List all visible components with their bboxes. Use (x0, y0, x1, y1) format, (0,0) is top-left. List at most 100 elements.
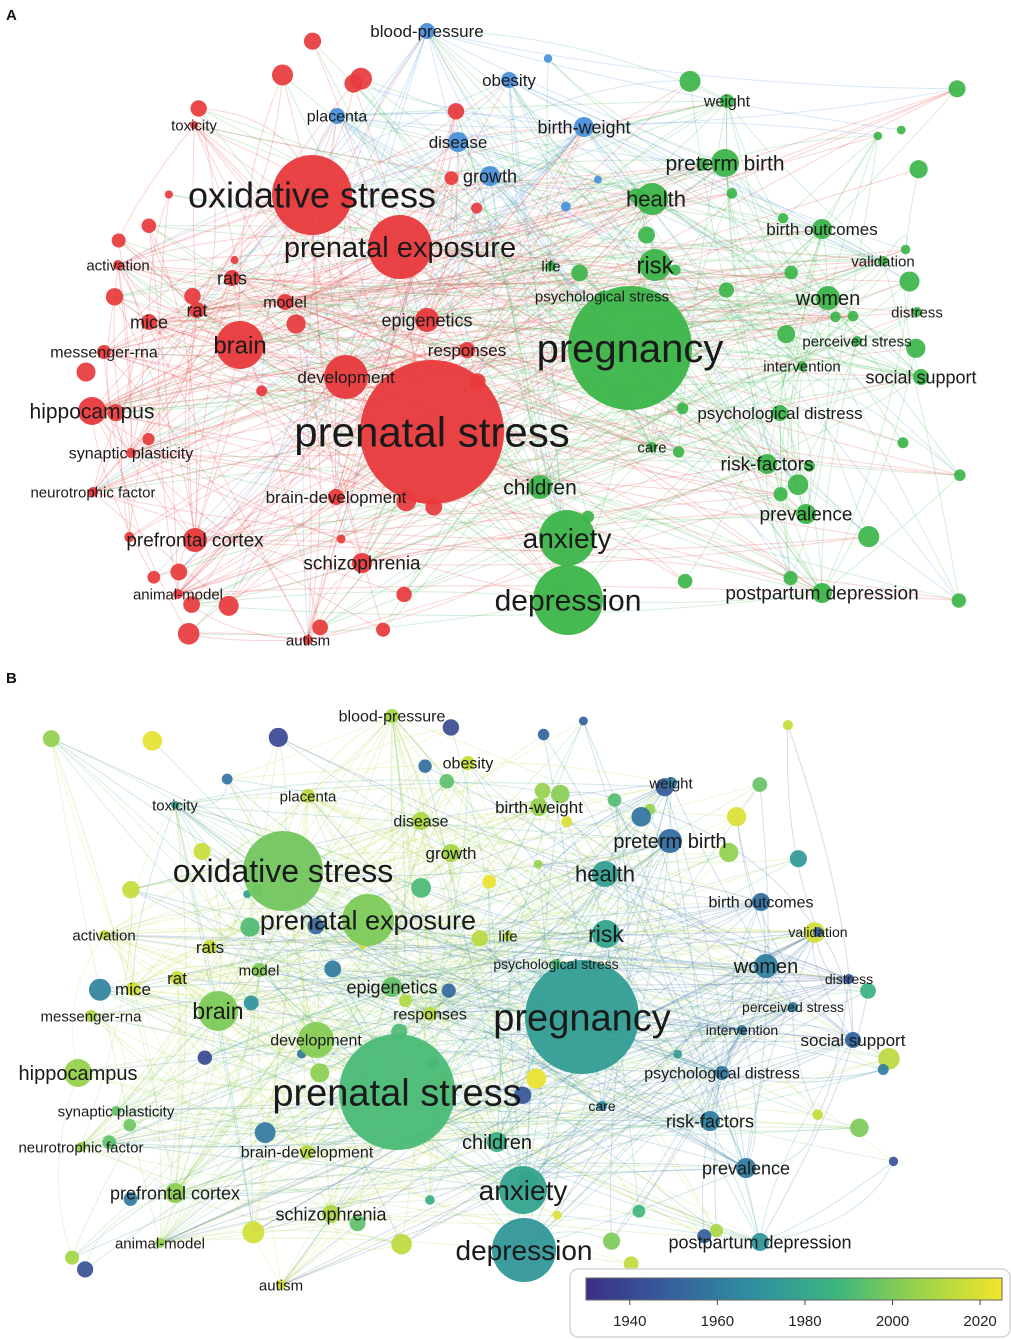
keyword-node-anxiety[interactable] (539, 510, 595, 566)
keyword-node-rats[interactable] (203, 940, 217, 954)
keyword-node-risk-factors[interactable] (700, 1111, 720, 1131)
keyword-node-brain[interactable] (216, 321, 264, 369)
keyword-node-birth-weight[interactable] (574, 117, 594, 137)
keyword-node-schizophrenia[interactable] (352, 553, 372, 573)
keyword-node-messenger-rna[interactable] (85, 1010, 97, 1022)
keyword-node-social-support[interactable] (913, 369, 929, 385)
keyword-node-placenta[interactable] (329, 108, 345, 124)
keyword-node-activation[interactable] (99, 930, 109, 940)
keyword-node-prenatal-stress[interactable] (339, 1034, 455, 1150)
keyword-node-animal-model[interactable] (173, 589, 183, 599)
keyword-node-psychological-distress[interactable] (772, 405, 788, 421)
keyword-node-health[interactable] (592, 861, 618, 887)
keyword-node-depression[interactable] (492, 1218, 556, 1282)
keyword-node-prevalence[interactable] (736, 1158, 756, 1178)
keyword-node-anxiety[interactable] (499, 1166, 547, 1214)
keyword-node-growth[interactable] (480, 166, 500, 186)
keyword-node-neurotrophic-factor[interactable] (76, 1142, 86, 1152)
keyword-node-intervention[interactable] (797, 361, 807, 371)
keyword-node-pregnancy[interactable] (568, 286, 692, 410)
keyword-node-perceived-stress[interactable] (788, 1002, 798, 1012)
keyword-node-obesity[interactable] (501, 72, 517, 88)
keyword-node-validation[interactable] (813, 927, 823, 937)
keyword-node-oxidative-stress[interactable] (243, 831, 323, 911)
keyword-node-care[interactable] (597, 1101, 607, 1111)
keyword-node-placenta[interactable] (301, 789, 315, 803)
keyword-node-psychological-stress[interactable] (597, 291, 607, 301)
keyword-node-pregnancy[interactable] (525, 960, 639, 1074)
keyword-node-toxicity[interactable] (190, 121, 198, 129)
keyword-node-risk-factors[interactable] (757, 454, 777, 474)
keyword-node-postpartum-depression[interactable] (751, 1233, 769, 1251)
keyword-node-synaptic-plasticity[interactable] (111, 1106, 121, 1116)
keyword-node-growth[interactable] (442, 844, 460, 862)
keyword-node-mice[interactable] (141, 314, 157, 330)
keyword-node-obesity[interactable] (461, 756, 475, 770)
keyword-node-autism[interactable] (303, 635, 313, 645)
keyword-node-validation[interactable] (878, 256, 888, 266)
keyword-node-hippocampus[interactable] (78, 397, 106, 425)
keyword-node-postpartum-depression[interactable] (812, 583, 832, 603)
keyword-node-women[interactable] (754, 954, 778, 978)
keyword-node-children[interactable] (528, 475, 552, 499)
keyword-node-weight[interactable] (665, 777, 677, 789)
keyword-node-animal-model[interactable] (155, 1238, 165, 1248)
keyword-node-epigenetics[interactable] (415, 308, 439, 332)
keyword-node-development[interactable] (324, 355, 368, 399)
keyword-node-birth-weight[interactable] (530, 798, 548, 816)
keyword-node-distress[interactable] (844, 974, 854, 984)
keyword-node-perceived-stress[interactable] (852, 336, 862, 346)
keyword-node-brain-development[interactable] (300, 1145, 314, 1159)
keyword-node-children[interactable] (487, 1132, 507, 1152)
keyword-node-prenatal-exposure[interactable] (368, 215, 432, 279)
keyword-node-blood-pressure[interactable] (385, 709, 399, 723)
keyword-node-prevalence[interactable] (796, 504, 816, 524)
keyword-node-responses[interactable] (423, 1007, 437, 1021)
keyword-node-women[interactable] (816, 286, 840, 310)
keyword-node-social-support[interactable] (845, 1032, 861, 1048)
keyword-node-disease[interactable] (448, 132, 468, 152)
keyword-node-responses[interactable] (459, 342, 475, 358)
keyword-node-brain-development[interactable] (328, 489, 344, 505)
keyword-node-toxicity[interactable] (171, 801, 179, 809)
keyword-node-rats[interactable] (224, 270, 240, 286)
keyword-node-rat[interactable] (189, 302, 205, 318)
keyword-node-preterm-birth[interactable] (658, 829, 682, 853)
keyword-node-neurotrophic-factor[interactable] (88, 487, 98, 497)
keyword-node-messenger-rna[interactable] (97, 345, 111, 359)
keyword-node-health[interactable] (636, 183, 668, 215)
keyword-node-blood-pressure[interactable] (419, 23, 435, 39)
keyword-node-birth-outcomes[interactable] (812, 219, 832, 239)
keyword-node-depression[interactable] (533, 565, 603, 635)
keyword-node-disease[interactable] (412, 812, 430, 830)
keyword-node-brain[interactable] (198, 991, 238, 1031)
keyword-node-distress[interactable] (912, 307, 922, 317)
keyword-node-preterm-birth[interactable] (711, 149, 739, 177)
keyword-node-risk[interactable] (592, 920, 620, 948)
keyword-node-care[interactable] (647, 442, 657, 452)
keyword-node-schizophrenia[interactable] (322, 1205, 340, 1223)
keyword-node-oxidative-stress[interactable] (272, 155, 352, 235)
keyword-node-autism[interactable] (276, 1280, 286, 1290)
keyword-node-prenatal-exposure[interactable] (342, 894, 394, 946)
keyword-node-mice[interactable] (126, 982, 140, 996)
keyword-node-prenatal-stress[interactable] (360, 360, 504, 504)
keyword-node-weight[interactable] (720, 94, 734, 108)
keyword-node-prefrontal-cortex[interactable] (183, 528, 207, 552)
keyword-node-risk[interactable] (639, 249, 671, 281)
keyword-node-development[interactable] (298, 1022, 334, 1058)
keyword-node-hippocampus[interactable] (64, 1059, 92, 1087)
keyword-node-psychological-stress[interactable] (551, 959, 561, 969)
keyword-node-psychological-distress[interactable] (715, 1066, 729, 1080)
keyword-node-rat[interactable] (170, 971, 184, 985)
keyword-node-intervention[interactable] (737, 1025, 747, 1035)
keyword-node-birth-outcomes[interactable] (752, 893, 770, 911)
keyword-node-prefrontal-cortex[interactable] (165, 1183, 185, 1203)
keyword-node-epigenetics[interactable] (382, 977, 402, 997)
keyword-node-activation[interactable] (113, 260, 123, 270)
keyword-node-life[interactable] (546, 261, 556, 271)
keyword-node-model[interactable] (252, 963, 266, 977)
keyword-node-synaptic-plasticity[interactable] (126, 448, 136, 458)
keyword-node-life[interactable] (503, 931, 513, 941)
keyword-node-model[interactable] (277, 294, 293, 310)
